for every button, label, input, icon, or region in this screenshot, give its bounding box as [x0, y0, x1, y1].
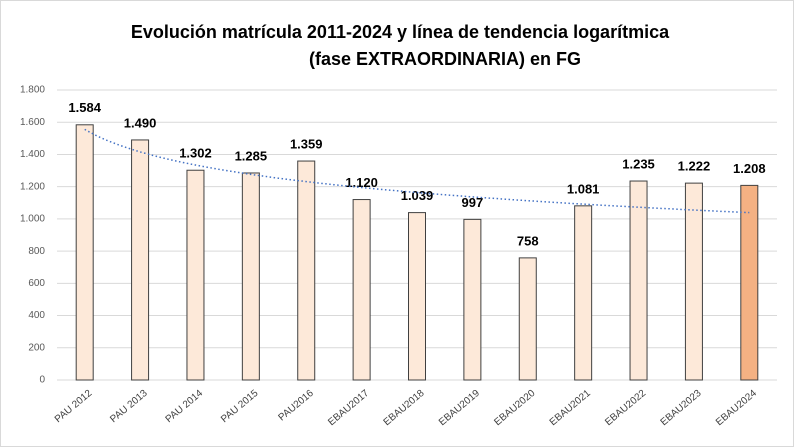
- bar: [574, 205, 593, 381]
- bar: [297, 160, 316, 381]
- data-label: 1.222: [678, 159, 711, 174]
- bar: [629, 180, 648, 381]
- bar: [131, 139, 150, 381]
- data-label: 1.235: [622, 156, 655, 171]
- bar: [740, 184, 759, 381]
- y-tick-label: 1.000: [20, 214, 45, 225]
- data-label: 758: [517, 233, 539, 248]
- data-label: 1.490: [124, 115, 157, 130]
- bar: [684, 182, 703, 381]
- y-tick-label: 1.600: [20, 117, 45, 128]
- data-label: 1.208: [733, 161, 766, 176]
- trendline: [84, 128, 750, 214]
- bar: [352, 199, 371, 381]
- y-tick-label: 1.400: [20, 149, 45, 160]
- bar: [75, 124, 94, 381]
- data-label: 1.039: [401, 188, 434, 203]
- y-tick-label: 0: [39, 375, 45, 386]
- bar: [186, 169, 205, 381]
- data-label: 1.584: [68, 100, 101, 115]
- y-tick-label: 400: [28, 310, 45, 321]
- y-tick-label: 1.800: [20, 85, 45, 96]
- data-label: 1.285: [235, 148, 268, 163]
- y-tick-label: 600: [28, 278, 45, 289]
- y-tick-label: 800: [28, 246, 45, 257]
- chart-title: Evolución matrícula 2011-2024 y línea de…: [131, 22, 670, 42]
- data-label: 997: [462, 195, 484, 210]
- bar: [241, 172, 260, 381]
- y-tick-label: 1.200: [20, 181, 45, 192]
- data-label: 1.302: [179, 146, 212, 161]
- y-tick-label: 200: [28, 342, 45, 353]
- bar: [408, 212, 426, 381]
- data-label: 1.081: [567, 181, 600, 196]
- bar: [463, 218, 482, 381]
- chart-title: (fase EXTRAORDINARIA) en FG: [309, 49, 581, 69]
- data-label: 1.359: [290, 136, 323, 151]
- bar: [518, 257, 537, 381]
